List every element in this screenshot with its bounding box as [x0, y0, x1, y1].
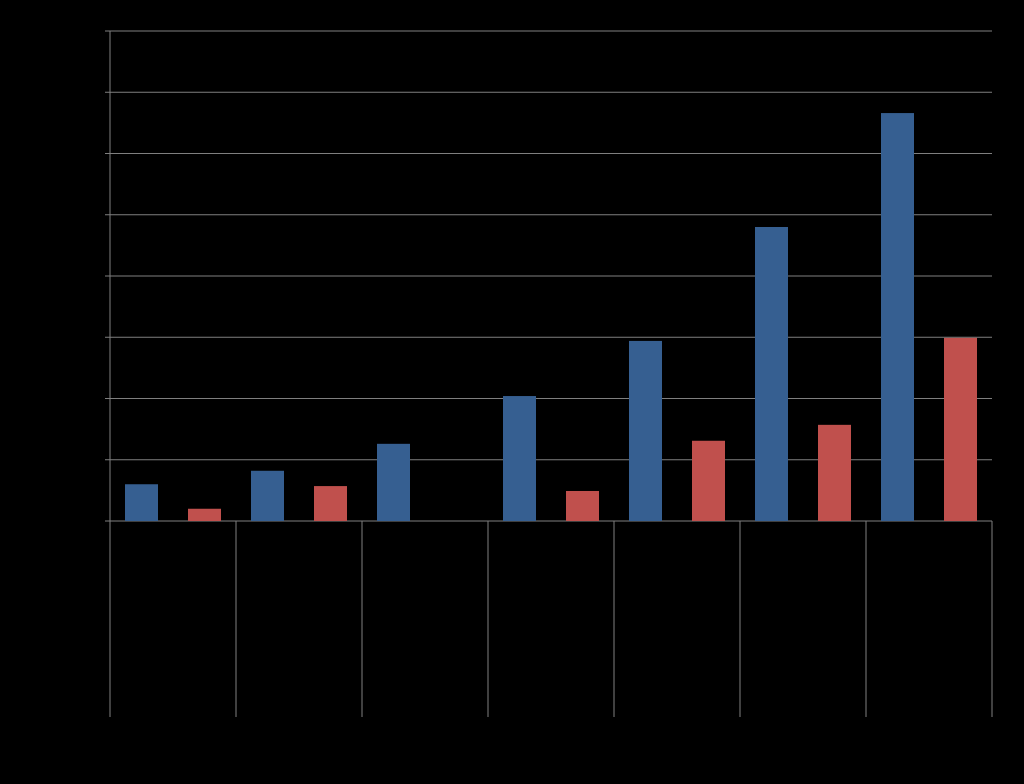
y-tick-label: 1 [93, 452, 100, 466]
bar [818, 424, 851, 521]
bar [377, 443, 410, 521]
y-tick-label: 4 [93, 268, 100, 282]
y-tick-label: 2 [93, 391, 100, 405]
bar [566, 490, 599, 521]
bar [755, 227, 788, 521]
bar [251, 470, 284, 521]
bar [188, 508, 221, 521]
y-tick-label: 8 [93, 23, 100, 37]
bar [629, 340, 662, 521]
y-tick-label: 5 [93, 207, 100, 221]
bar [692, 440, 725, 521]
y-tick-label: 0 [93, 513, 100, 527]
bar [125, 484, 158, 521]
bar [944, 337, 977, 521]
bar [503, 396, 536, 521]
y-tick-label: 6 [93, 146, 100, 160]
y-tick-label: 7 [93, 84, 100, 98]
y-tick-label: 3 [93, 329, 100, 343]
bar [881, 113, 914, 521]
bar [314, 486, 347, 521]
